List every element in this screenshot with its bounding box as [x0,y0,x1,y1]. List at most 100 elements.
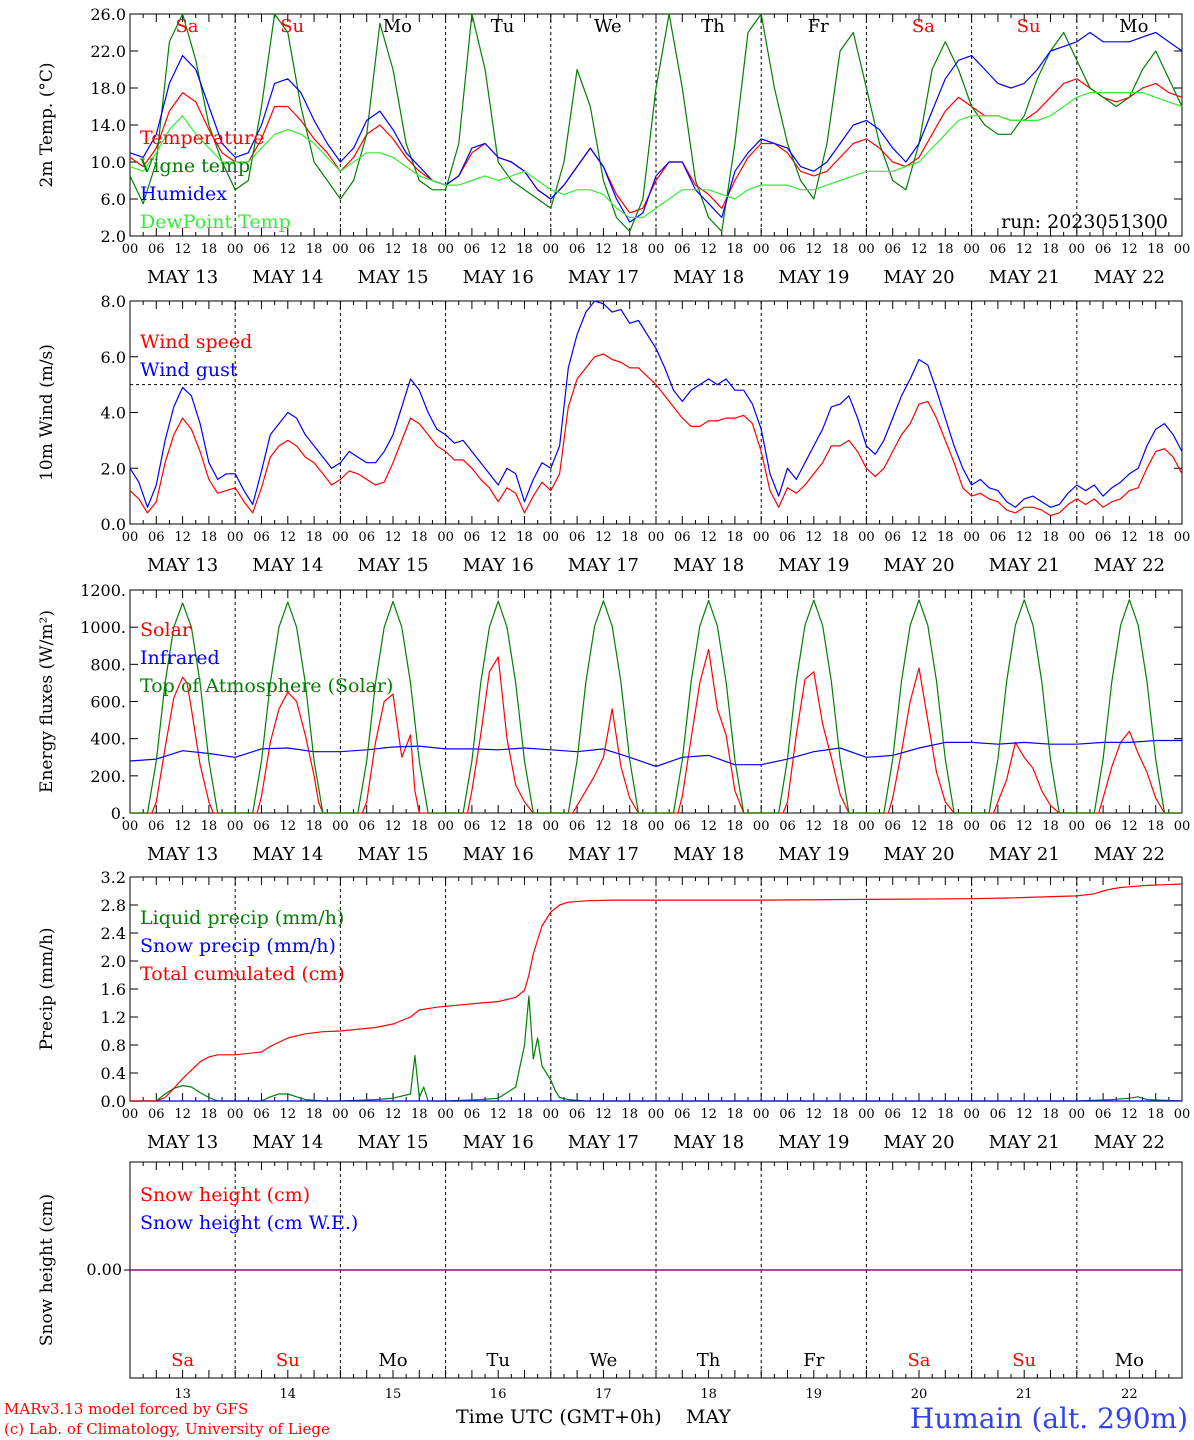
temperature-hour-label: 12 [174,242,191,257]
wind-hour-label: 00 [858,530,875,545]
x-axis-title: Time UTC (GMT+0h) [456,1406,662,1428]
precip-hour-label: 06 [674,1107,691,1122]
snow-weekday-label: Su [276,1350,300,1371]
temperature-hour-label: 00 [858,242,875,257]
snow-legend-entry: Snow height (cm W.E.) [140,1212,358,1234]
precip-hour-label-end: 00 [1174,1107,1191,1122]
energy-y-tick-label: 800. [90,655,126,674]
energy-hour-label: 12 [911,819,928,834]
temperature-hour-label: 06 [674,242,691,257]
weekday-label: Sa [912,16,935,37]
temperature-hour-label: 12 [911,242,928,257]
precip-legend-entry: Total cumulated (cm) [140,963,345,985]
precip-hour-label: 18 [937,1107,954,1122]
energy-date-label: MAY 21 [989,844,1060,865]
energy-panel: 0. 200. 400. 600. 800. 1000. 1200. Energy fluxe… [37,581,1190,865]
temperature-hour-label: 18 [937,242,954,257]
energy-hour-label: 12 [595,819,612,834]
weekday-label: Su [1017,16,1041,37]
wind-hour-label: 18 [727,530,744,545]
precip-y-axis-label: Precip (mm/h) [37,927,57,1050]
energy-date-label: MAY 16 [463,844,534,865]
temperature-hour-label: 12 [280,242,297,257]
wind-hour-label: 00 [543,530,560,545]
precip-hour-label: 00 [858,1107,875,1122]
energy-hour-label: 12 [806,819,823,834]
wind-series-wind-speed [129,353,1183,517]
wind-hour-label: 12 [700,530,717,545]
energy-hour-label: 18 [1147,819,1164,834]
wind-date-label: MAY 14 [252,555,323,576]
temperature-date-label: MAY 20 [883,267,954,288]
wind-hour-label: 06 [358,530,375,545]
energy-frame [129,589,1183,814]
energy-series-top-of-atmosphere-solar [130,599,1182,814]
wind-hour-label: 18 [621,530,638,545]
snow-y-axis-label: Snow height (cm) [37,1194,57,1346]
energy-date-label: MAY 18 [673,844,744,865]
temperature-hour-label: 06 [884,242,901,257]
wind-hour-label: 00 [122,530,139,545]
temperature-hour-label: 06 [1095,242,1112,257]
temperature-hour-label: 18 [727,242,744,257]
precip-hour-label: 12 [806,1107,823,1122]
wind-hour-label: 00 [753,530,770,545]
energy-y-tick-label: 200. [90,767,126,786]
energy-y-tick-label: 400. [90,730,126,749]
wind-hour-label: 06 [464,530,481,545]
temperature-date-label: MAY 18 [673,267,744,288]
wind-hour-label: 06 [569,530,586,545]
precip-hour-label: 00 [122,1107,139,1122]
temperature-series-humidex [129,31,1183,223]
x-axis-month: MAY [686,1406,731,1428]
temperature-date-label: MAY 17 [568,267,639,288]
energy-hour-label: 18 [201,819,218,834]
temperature-y-tick-label: 18.0 [90,79,126,98]
snow-weekday-label: Mo [1115,1350,1144,1371]
energy-hour-label: 06 [148,819,165,834]
weekday-label: Mo [1119,16,1148,37]
wind-hour-label: 18 [306,530,323,545]
wind-y-axis-label: 10m Wind (m/s) [37,344,57,481]
energy-hour-label: 06 [1095,819,1112,834]
wind-y-tick-label: 2.0 [101,459,126,478]
wind-legend-entry: Wind gust [140,359,238,381]
temperature-hour-label: 00 [543,242,560,257]
wind-panel: 0.0 2.0 4.0 6.0 8.0 10m Wind (m/s) Wind speed W… [37,292,1190,576]
energy-date-label: MAY 14 [252,844,323,865]
precip-hour-label: 06 [464,1107,481,1122]
wind-hour-label: 12 [1016,530,1033,545]
energy-date-label: MAY 19 [778,844,849,865]
precip-y-tick-label: 0.4 [101,1064,126,1083]
wind-hour-label: 18 [411,530,428,545]
day-number-label: 18 [700,1387,717,1402]
energy-hour-label-end: 00 [1174,819,1191,834]
temperature-hour-label: 18 [516,242,533,257]
temperature-hour-label: 12 [1121,242,1138,257]
temperature-legend-entry: DewPoint Temp [140,211,291,233]
wind-hour-label: 00 [227,530,244,545]
precip-hour-label: 06 [779,1107,796,1122]
temperature-hour-label: 18 [621,242,638,257]
snow-weekday-label: Fr [803,1350,824,1371]
wind-hour-label: 00 [648,530,665,545]
precip-hour-label: 18 [516,1107,533,1122]
wind-hour-label: 18 [1147,530,1164,545]
day-number-label: 22 [1121,1387,1138,1402]
precip-hour-label: 00 [753,1107,770,1122]
temperature-date-label: MAY 22 [1094,267,1165,288]
energy-hour-label: 00 [227,819,244,834]
precip-date-label: MAY 17 [568,1132,639,1153]
temperature-hour-label: 00 [1069,242,1086,257]
wind-date-label: MAY 13 [147,555,218,576]
precip-hour-label: 00 [227,1107,244,1122]
temperature-hour-label: 06 [569,242,586,257]
precip-y-tick-label: 2.4 [101,924,126,943]
temperature-hour-label: 18 [306,242,323,257]
temperature-hour-label: 12 [806,242,823,257]
precip-hour-label: 12 [1121,1107,1138,1122]
snow-weekday-label: Su [1012,1350,1036,1371]
temperature-hour-label: 06 [358,242,375,257]
day-number-label: 19 [806,1387,823,1402]
energy-hour-label: 18 [411,819,428,834]
